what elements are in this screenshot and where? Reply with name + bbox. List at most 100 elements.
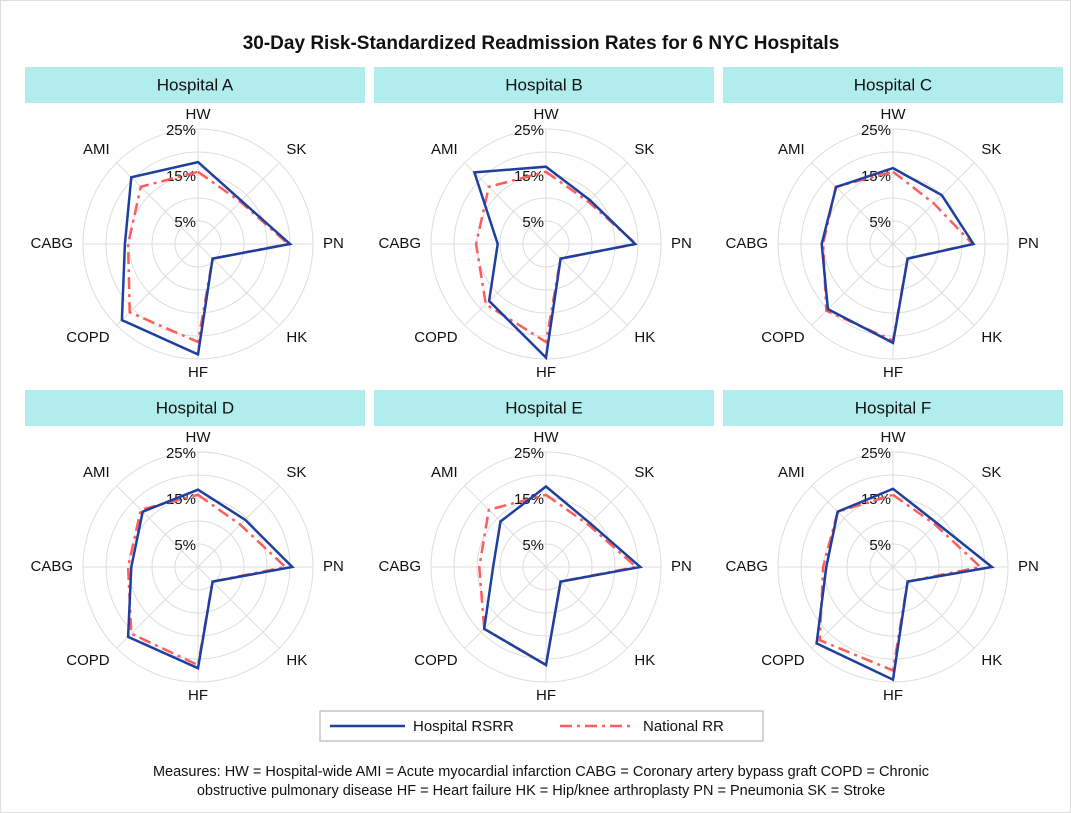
- footnote: Measures: HW = Hospital-wide AMI = Acute…: [153, 764, 929, 780]
- spoke: [811, 162, 894, 245]
- axis-label: HK: [634, 329, 655, 346]
- axis-label: SK: [981, 464, 1001, 481]
- axis-label: HK: [286, 329, 307, 346]
- axis-label: COPD: [414, 652, 458, 669]
- axis-label: CABG: [30, 558, 73, 575]
- radar-line: [472, 165, 638, 361]
- spoke: [464, 243, 547, 326]
- r-tick-label: 25%: [514, 445, 544, 462]
- footnote: obstructive pulmonary disease HF = Heart…: [197, 783, 885, 799]
- spoke: [545, 485, 628, 568]
- axis-label: HF: [188, 687, 208, 704]
- axis-label: SK: [286, 464, 306, 481]
- axis-label: SK: [634, 464, 654, 481]
- axis-label: HF: [883, 687, 903, 704]
- axis-label: COPD: [414, 329, 458, 346]
- axis-label: HF: [536, 687, 556, 704]
- radar-line: [482, 484, 644, 667]
- r-tick-label: 25%: [861, 122, 891, 139]
- spoke: [197, 162, 280, 245]
- spoke: [116, 162, 199, 245]
- r-tick-label: 25%: [166, 445, 196, 462]
- axis-label: COPD: [66, 329, 110, 346]
- axis-label: HK: [981, 329, 1002, 346]
- axis-label: HW: [881, 429, 907, 446]
- panel-header: [25, 390, 365, 426]
- r-tick-label: 5%: [174, 214, 196, 231]
- axis-label: AMI: [431, 464, 458, 481]
- axis-label: CABG: [30, 235, 73, 252]
- axis-label: HF: [188, 364, 208, 381]
- axis-label: COPD: [761, 652, 805, 669]
- axis-label: CABG: [725, 558, 768, 575]
- axis-label: COPD: [66, 652, 110, 669]
- spoke: [464, 162, 547, 245]
- axis-label: COPD: [761, 329, 805, 346]
- axis-label: HW: [534, 106, 560, 123]
- axis-label: CABG: [725, 235, 768, 252]
- radar-line: [126, 170, 291, 344]
- panel-title: Hospital A: [157, 75, 234, 94]
- r-tick-label: 5%: [869, 214, 891, 231]
- r-tick-label: 5%: [869, 537, 891, 554]
- axis-label: PN: [1018, 235, 1039, 252]
- spoke: [116, 566, 199, 649]
- axis-label: AMI: [83, 141, 110, 158]
- panel-header: [374, 390, 714, 426]
- axis-label: PN: [323, 235, 344, 252]
- axis-label: HK: [981, 652, 1002, 669]
- panel-title: Hospital B: [505, 75, 582, 94]
- panel-title: Hospital D: [156, 398, 234, 417]
- panel-title: Hospital F: [855, 398, 932, 417]
- spoke: [464, 566, 547, 649]
- radar-line: [126, 488, 295, 671]
- axis-label: HK: [286, 652, 307, 669]
- axis-label: PN: [323, 558, 344, 575]
- r-tick-label: 25%: [166, 122, 196, 139]
- panel-header: [723, 390, 1063, 426]
- axis-label: PN: [671, 235, 692, 252]
- panel-header: [25, 67, 365, 103]
- axis-label: HF: [536, 364, 556, 381]
- spoke: [811, 566, 894, 649]
- radar-line: [126, 493, 289, 667]
- panel-title: Hospital C: [854, 75, 932, 94]
- axis-label: HW: [186, 106, 212, 123]
- r-tick-label: 25%: [861, 445, 891, 462]
- radar-line: [815, 487, 995, 682]
- axis-label: HW: [186, 429, 212, 446]
- axis-label: HK: [634, 652, 655, 669]
- spoke: [811, 485, 894, 568]
- spoke: [811, 243, 894, 326]
- r-tick-label: 5%: [522, 537, 544, 554]
- r-tick-label: 5%: [174, 537, 196, 554]
- axis-label: SK: [286, 141, 306, 158]
- axis-label: AMI: [431, 141, 458, 158]
- axis-label: PN: [671, 558, 692, 575]
- spoke: [197, 485, 280, 568]
- r-tick-label: 15%: [166, 168, 196, 185]
- radar-line: [474, 170, 639, 345]
- axis-label: AMI: [83, 464, 110, 481]
- axis-label: AMI: [778, 141, 805, 158]
- chart-title: 30-Day Risk-Standardized Readmission Rat…: [243, 33, 840, 54]
- spoke: [464, 485, 547, 568]
- axis-label: HF: [883, 364, 903, 381]
- panel-header: [374, 67, 714, 103]
- r-tick-label: 15%: [166, 491, 196, 508]
- axis-label: HW: [881, 106, 907, 123]
- panel-title: Hospital E: [505, 398, 582, 417]
- axis-label: SK: [634, 141, 654, 158]
- panel-header: [723, 67, 1063, 103]
- axis-label: HW: [534, 429, 560, 446]
- spoke: [116, 485, 199, 568]
- radar-line: [820, 166, 976, 345]
- axis-label: AMI: [778, 464, 805, 481]
- spoke: [892, 485, 975, 568]
- axis-label: PN: [1018, 558, 1039, 575]
- radar-line: [120, 160, 293, 357]
- legend-label: National RR: [643, 718, 724, 735]
- axis-label: CABG: [378, 558, 421, 575]
- axis-label: SK: [981, 141, 1001, 158]
